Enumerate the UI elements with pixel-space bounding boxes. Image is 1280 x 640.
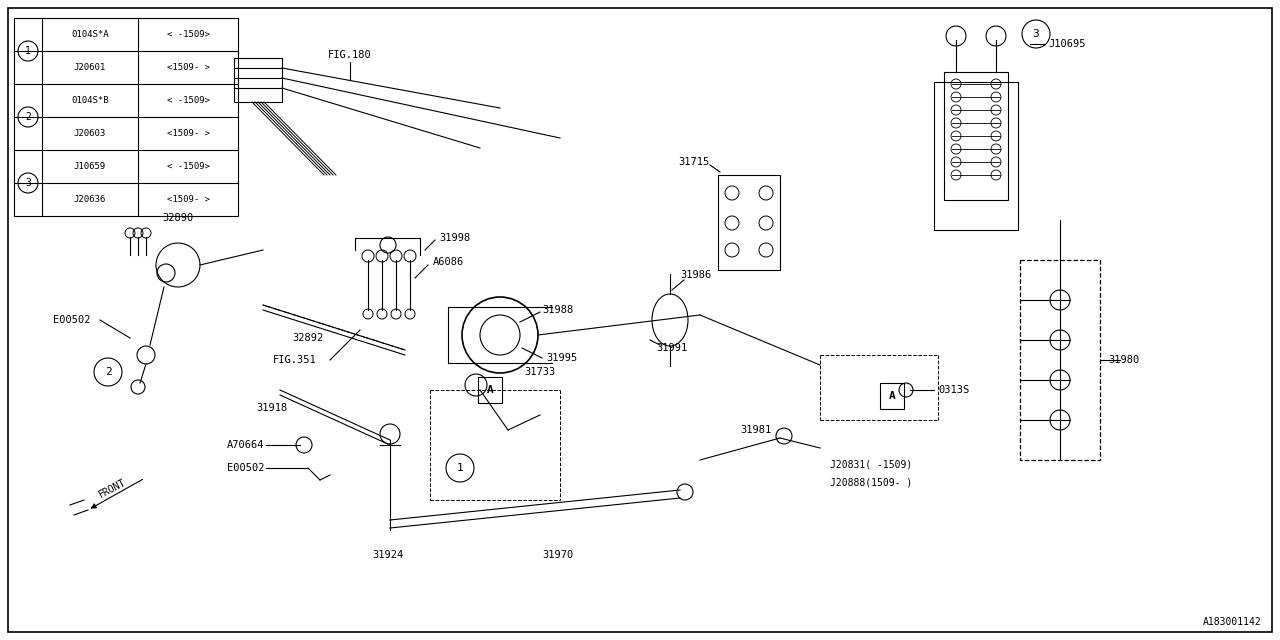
- Text: 2: 2: [105, 367, 111, 377]
- Text: E00502: E00502: [54, 315, 91, 325]
- Bar: [881, 383, 904, 409]
- Text: 31918: 31918: [256, 403, 288, 413]
- Text: J10695: J10695: [1048, 39, 1085, 49]
- Bar: [477, 377, 502, 403]
- Bar: [14, 18, 238, 216]
- Text: 31991: 31991: [657, 343, 687, 353]
- Text: A183001142: A183001142: [1203, 617, 1262, 627]
- Text: <1509- >: <1509- >: [166, 63, 210, 72]
- Text: J20888(1509- ): J20888(1509- ): [829, 477, 913, 487]
- Text: 0104S*A: 0104S*A: [72, 30, 109, 39]
- Bar: [718, 175, 780, 270]
- Bar: [1020, 260, 1100, 460]
- Text: 0313S: 0313S: [938, 385, 969, 395]
- Text: 2: 2: [26, 112, 31, 122]
- Text: 32892: 32892: [292, 333, 324, 343]
- Text: 31995: 31995: [547, 353, 577, 363]
- Text: J20831( -1509): J20831( -1509): [829, 459, 913, 469]
- Text: FIG.180: FIG.180: [328, 50, 372, 60]
- Bar: [945, 72, 1009, 200]
- Text: < -1509>: < -1509>: [166, 162, 210, 171]
- Text: < -1509>: < -1509>: [166, 30, 210, 39]
- Text: <1509- >: <1509- >: [166, 195, 210, 204]
- Text: 1: 1: [26, 46, 31, 56]
- Text: 31998: 31998: [439, 233, 471, 243]
- Text: E00502: E00502: [227, 463, 264, 473]
- Bar: [234, 58, 282, 102]
- Text: 31715: 31715: [678, 157, 709, 167]
- Text: FRONT: FRONT: [97, 477, 127, 499]
- Text: A70664: A70664: [227, 440, 264, 450]
- Text: 32890: 32890: [163, 213, 193, 223]
- Text: A6086: A6086: [433, 257, 463, 267]
- Text: J20603: J20603: [74, 129, 106, 138]
- Text: J10659: J10659: [74, 162, 106, 171]
- Text: 3: 3: [1033, 29, 1039, 39]
- Text: 3: 3: [26, 178, 31, 188]
- Text: 31980: 31980: [1108, 355, 1139, 365]
- Text: A: A: [486, 385, 493, 395]
- Text: 31981: 31981: [740, 425, 772, 435]
- Text: 0104S*B: 0104S*B: [72, 96, 109, 105]
- Text: J20601: J20601: [74, 63, 106, 72]
- Text: <1509- >: <1509- >: [166, 129, 210, 138]
- Text: FIG.351: FIG.351: [273, 355, 317, 365]
- Text: 31988: 31988: [543, 305, 573, 315]
- Text: 31924: 31924: [372, 550, 403, 560]
- Text: 1: 1: [457, 463, 463, 473]
- Text: 31733: 31733: [525, 367, 556, 377]
- Text: A: A: [888, 391, 896, 401]
- Text: 31970: 31970: [543, 550, 573, 560]
- Text: < -1509>: < -1509>: [166, 96, 210, 105]
- Text: 31986: 31986: [681, 270, 712, 280]
- Text: J20636: J20636: [74, 195, 106, 204]
- Bar: [934, 82, 1018, 230]
